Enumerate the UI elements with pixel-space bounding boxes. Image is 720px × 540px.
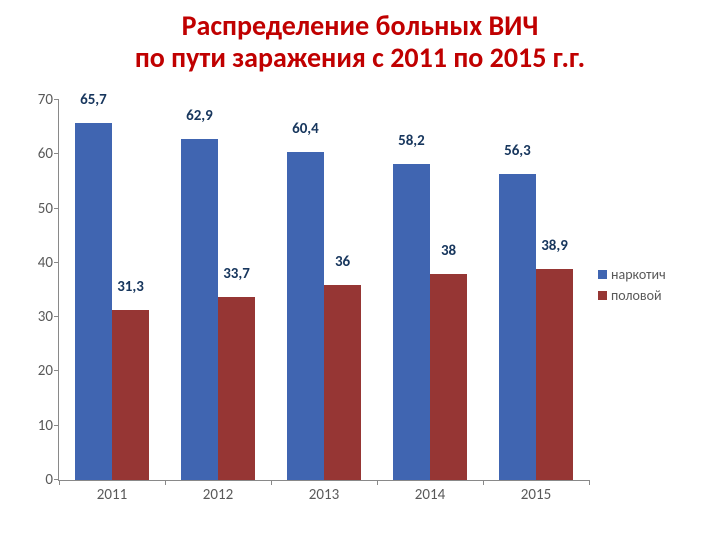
bar-label: 36 — [335, 253, 350, 271]
bar-половой — [536, 269, 573, 480]
bar-половой — [430, 274, 467, 480]
bar-наркотич — [393, 164, 430, 480]
legend-item: наркотич — [598, 266, 666, 283]
y-tick-label: 60 — [38, 145, 59, 163]
x-tick-mark — [165, 480, 166, 485]
bar-наркотич — [287, 152, 324, 480]
x-tick-label: 2014 — [415, 480, 445, 504]
y-tick-mark — [54, 153, 59, 154]
bar-наркотич — [181, 139, 218, 480]
y-tick-label: 0 — [45, 471, 59, 489]
bar-наркотич — [499, 174, 536, 480]
bar-половой — [218, 297, 255, 480]
bar-label: 62,9 — [186, 107, 213, 125]
x-tick-label: 2015 — [521, 480, 551, 504]
bar-label: 38 — [441, 242, 456, 260]
chart: 0 10 20 30 40 50 60 70 2011 65,7 31,3 2012 62,9 33,7 2… — [22, 86, 698, 516]
y-tick-label: 50 — [38, 200, 59, 218]
x-tick-mark — [589, 480, 590, 485]
y-tick-mark — [54, 262, 59, 263]
chart-title: Распределение больных ВИЧ по пути зараже… — [0, 0, 720, 74]
y-tick-mark — [54, 370, 59, 371]
y-tick-mark — [54, 425, 59, 426]
bar-label: 31,3 — [117, 278, 144, 296]
bar-label: 65,7 — [80, 91, 107, 109]
legend-label: наркотич — [611, 266, 666, 283]
bar-половой — [324, 285, 361, 480]
title-line-1: Распределение больных ВИЧ — [182, 8, 539, 43]
y-tick-label: 40 — [38, 254, 59, 272]
slide: { "title": { "line1": "Распределение бол… — [0, 0, 720, 540]
y-tick-label: 30 — [38, 308, 59, 326]
y-tick-mark — [54, 208, 59, 209]
bar-label: 38,9 — [541, 237, 568, 255]
bar-половой — [112, 310, 149, 480]
legend-item: половой — [598, 287, 666, 304]
legend-swatch — [598, 291, 607, 300]
title-line-2: по пути заражения с 2011 по 2015 г.г. — [135, 40, 585, 75]
bar-label: 60,4 — [292, 120, 319, 138]
y-tick-label: 20 — [38, 362, 59, 380]
chart-inner: 0 10 20 30 40 50 60 70 2011 65,7 31,3 2012 62,9 33,7 2… — [22, 86, 698, 516]
x-tick-mark — [271, 480, 272, 485]
x-tick-mark — [59, 480, 60, 485]
x-tick-mark — [483, 480, 484, 485]
x-tick-label: 2012 — [203, 480, 233, 504]
plot-area: 010203040506070201165,731,3201262,933,72… — [58, 100, 589, 481]
legend-label: половой — [611, 287, 662, 304]
legend-swatch — [598, 270, 607, 279]
x-tick-label: 2013 — [309, 480, 339, 504]
y-tick-label: 70 — [38, 91, 59, 109]
x-tick-label: 2011 — [97, 480, 127, 504]
y-tick-label: 10 — [38, 417, 59, 435]
y-tick-mark — [54, 316, 59, 317]
legend: наркотич половой — [598, 266, 666, 308]
y-tick-mark — [54, 99, 59, 100]
bar-label: 56,3 — [504, 142, 531, 160]
x-tick-mark — [377, 480, 378, 485]
bar-наркотич — [75, 123, 112, 480]
bar-label: 58,2 — [398, 132, 425, 150]
bar-label: 33,7 — [223, 265, 250, 283]
